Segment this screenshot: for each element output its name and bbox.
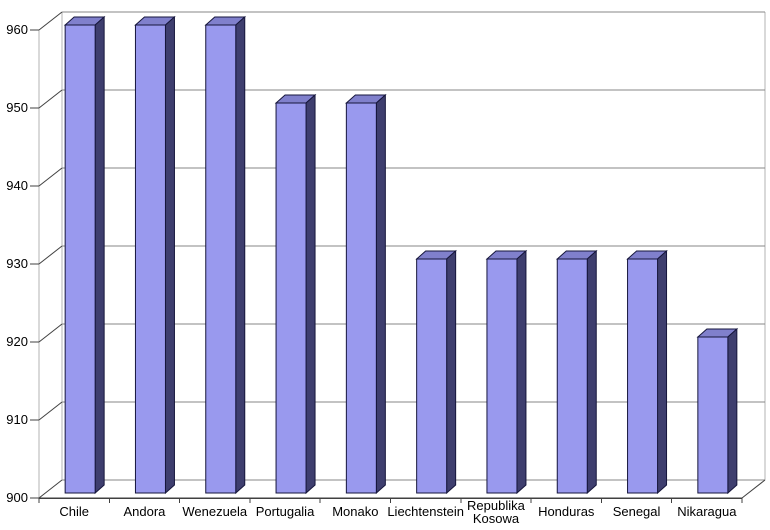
x-label-republika-kosowa-line1: Republika <box>467 498 526 513</box>
bar-side-face <box>446 249 457 495</box>
x-label-andora: Andora <box>123 504 166 519</box>
bar-side-face <box>164 15 175 495</box>
x-label-republika-kosowa-line2: Kosowa <box>473 511 520 526</box>
bar-front-face <box>134 24 166 494</box>
bar-front-face <box>275 102 307 494</box>
bar-front-face <box>416 258 448 494</box>
bar-side-face <box>727 327 738 495</box>
x-label-liechtenstein: Liechtenstein <box>387 504 464 519</box>
floor-right-edge <box>741 479 766 499</box>
y-tick-label-940: 940 <box>6 178 28 193</box>
y-tick-label-950: 950 <box>6 100 28 115</box>
x-label-monako: Monako <box>332 504 378 519</box>
y-tick-label-930: 930 <box>6 256 28 271</box>
x-label-portugalia: Portugalia <box>256 504 315 519</box>
x-label-senegal: Senegal <box>613 504 661 519</box>
bar-front-face <box>697 336 729 494</box>
y-tick-label-960: 960 <box>6 22 28 37</box>
bar-senegal <box>626 249 668 495</box>
y-tick-label-910: 910 <box>6 412 28 427</box>
bar-side-face <box>375 93 386 495</box>
bar-side-face <box>235 15 246 495</box>
y-depth-line-900 <box>38 479 63 499</box>
bar-side-face <box>94 15 105 495</box>
bar-republika-kosowa <box>485 249 528 495</box>
bar-front-face <box>627 258 659 494</box>
y-depth-line-940 <box>38 167 63 187</box>
bar-front-face <box>486 258 518 494</box>
bar-side-face <box>657 249 668 495</box>
bar-monako <box>345 93 387 495</box>
y-depth-line-930 <box>38 245 63 265</box>
y-depth-line-910 <box>38 401 63 421</box>
bar-liechtenstein <box>415 249 457 495</box>
bar-front-face <box>345 102 377 494</box>
x-label-nikaragua: Nikaragua <box>677 504 737 519</box>
bar-wenezuela <box>204 15 247 495</box>
x-label-chile: Chile <box>59 504 89 519</box>
y-tick-label-920: 920 <box>6 334 28 349</box>
bar-front-face <box>205 24 237 494</box>
bar-front-face <box>64 24 96 494</box>
y-depth-line-950 <box>38 89 63 109</box>
bar-front-face <box>556 258 588 494</box>
y-depth-line-960 <box>38 11 63 31</box>
bar-side-face <box>516 249 527 495</box>
x-label-honduras: Honduras <box>538 504 595 519</box>
bar-andora <box>134 15 176 495</box>
bar-nikaragua <box>696 327 739 495</box>
bar-side-face <box>586 249 597 495</box>
bar-portugalia <box>274 93 317 495</box>
x-label-wenezuela: Wenezuela <box>182 504 248 519</box>
y-depth-line-920 <box>38 323 63 343</box>
bar-side-face <box>305 93 316 495</box>
bar-honduras <box>555 249 598 495</box>
y-tick-label-900: 900 <box>6 490 28 505</box>
bar-chile <box>63 15 106 495</box>
